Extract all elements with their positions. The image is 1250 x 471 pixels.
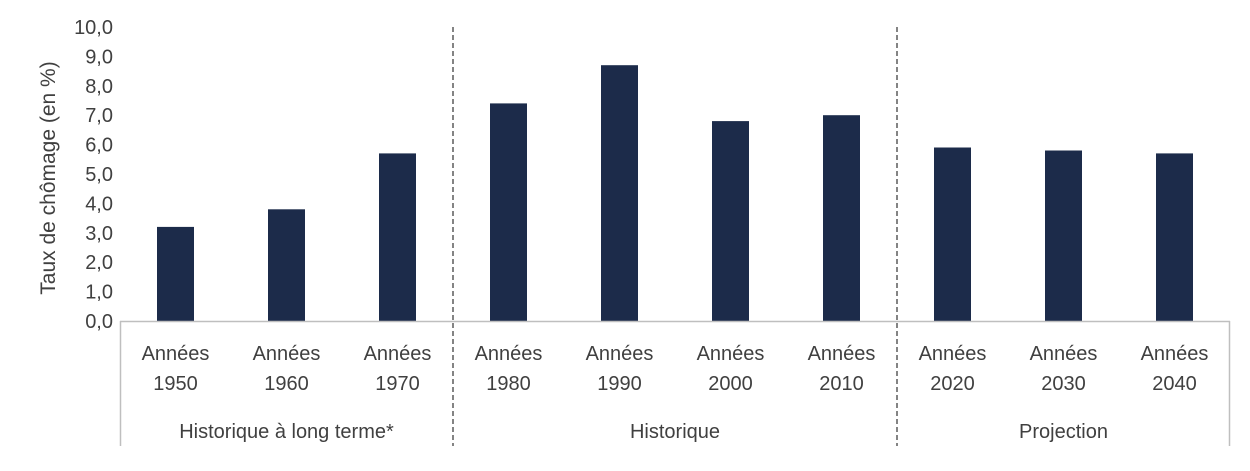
category-label-line2: 2010: [819, 373, 864, 395]
category-label-line2: 2000: [708, 373, 753, 395]
category-label-line1: Années: [697, 343, 765, 365]
category-label-line1: Années: [1141, 343, 1209, 365]
category-label-line1: Années: [475, 343, 543, 365]
bar: [934, 147, 971, 321]
bar: [1045, 150, 1082, 321]
bar: [379, 153, 416, 321]
category-label-line2: 2040: [1152, 373, 1197, 395]
bar: [268, 209, 305, 321]
category-label-line2: 2020: [930, 373, 975, 395]
y-tick-label: 10,0: [74, 17, 113, 39]
y-axis-label: Taux de chômage (en %): [37, 61, 60, 294]
category-label-line2: 1950: [153, 373, 198, 395]
y-tick-label: 2,0: [85, 252, 113, 274]
category-label-line2: 1970: [375, 373, 420, 395]
category-label-line1: Années: [1030, 343, 1098, 365]
bar: [823, 115, 860, 321]
category-label-line2: 2030: [1041, 373, 1086, 395]
y-axis-ticks: 0,0 1,0 2,0 3,0 4,0 5,0 6,0 7,0 8,0 9,0 10,0: [74, 17, 113, 333]
category-label-line2: 1960: [264, 373, 309, 395]
group-label: Historique: [630, 421, 720, 443]
category-label-line1: Années: [364, 343, 432, 365]
y-tick-label: 4,0: [85, 193, 113, 215]
category-label-line1: Années: [586, 343, 654, 365]
y-tick-label: 6,0: [85, 135, 113, 157]
bar: [157, 226, 194, 321]
bar: [601, 65, 638, 321]
y-tick-label: 0,0: [85, 311, 113, 333]
bar: [712, 121, 749, 321]
category-labels: Années 1950 Années 1960 Années 1970 Années 1980…: [142, 343, 1209, 395]
y-tick-label: 8,0: [85, 76, 113, 98]
group-labels: Historique à long terme* Historique Projec…: [179, 421, 1108, 443]
group-label: Projection: [1019, 421, 1108, 443]
category-label-line2: 1990: [597, 373, 642, 395]
category-label-line1: Années: [253, 343, 321, 365]
category-label-line1: Années: [808, 343, 876, 365]
group-label: Historique à long terme*: [179, 421, 394, 443]
bar: [490, 103, 527, 322]
bar: [1156, 153, 1193, 321]
y-tick-label: 3,0: [85, 223, 113, 245]
y-tick-label: 9,0: [85, 46, 113, 68]
bars: [157, 65, 1193, 322]
y-tick-label: 1,0: [85, 282, 113, 304]
category-axis-frame: [119, 27, 1231, 446]
category-label-line2: 1980: [486, 373, 531, 395]
category-label-line1: Années: [142, 343, 210, 365]
y-tick-label: 7,0: [85, 105, 113, 127]
y-tick-label: 5,0: [85, 164, 113, 186]
category-label-line1: Années: [919, 343, 987, 365]
